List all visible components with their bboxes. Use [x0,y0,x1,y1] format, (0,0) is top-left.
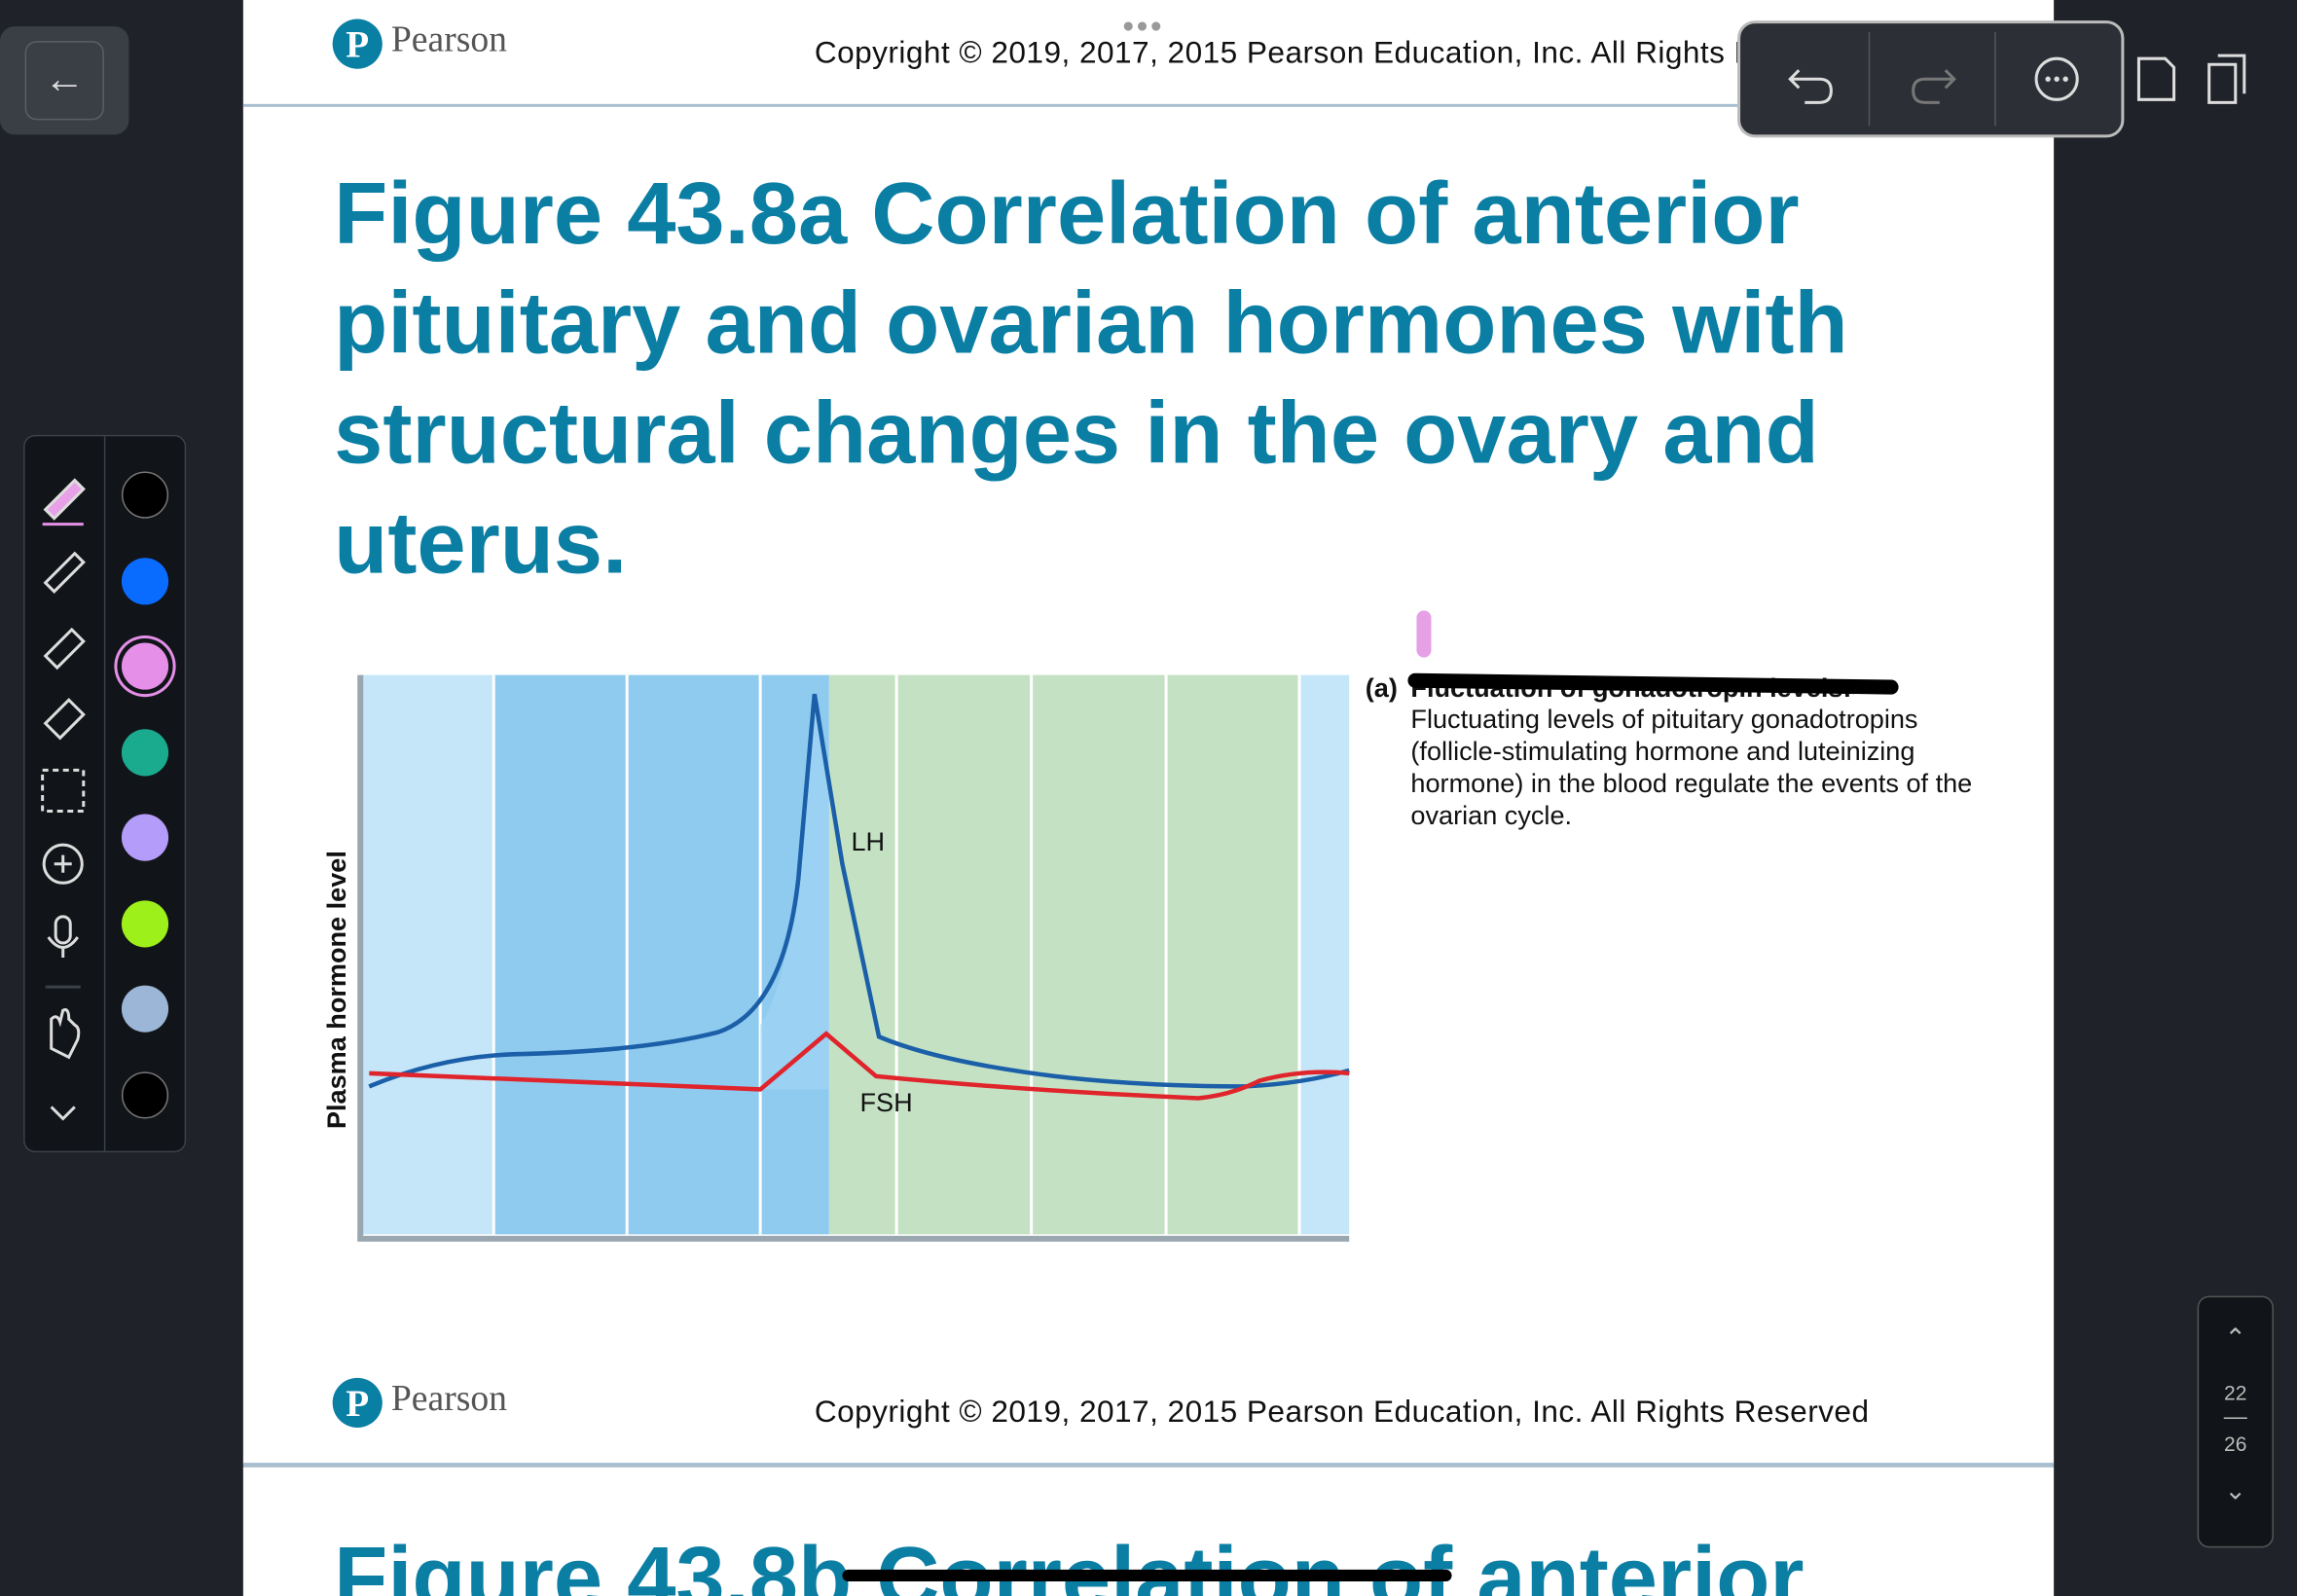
more-tools[interactable] [50,1106,76,1121]
pages-button[interactable] [2207,54,2246,104]
top-icons [2136,54,2246,104]
undo-button[interactable] [1788,69,1833,104]
color-steel[interactable] [121,985,169,1033]
copyright: Copyright © 2019, 2017, 2015 Pearson Edu… [814,1395,1870,1430]
tool-palette [23,434,187,1153]
toolbar-icons [1788,32,2079,127]
y-axis-label: Plasma hormone level [321,851,351,1129]
copyright: Copyright © 2019, 2017, 2015 Pearson Edu… [814,36,1870,71]
color-pink-selected[interactable] [121,642,169,690]
panel-label: (a) [1365,673,1398,704]
pencil-tool[interactable] [43,551,86,594]
caption: Fluctuating levels of pituitary gonadotr… [1410,704,1973,831]
color-black[interactable] [121,471,169,519]
page-up[interactable]: ⌃ [2224,1324,2247,1354]
color-lime[interactable] [121,900,169,948]
page-separator [2223,1417,2247,1419]
add-tool[interactable] [42,843,84,885]
back-button[interactable]: ← [24,41,104,121]
ink-mark [1416,610,1432,658]
slide: Figure 43.8b Correlation of anterior [242,1467,2055,1596]
back-area: ← [0,26,129,135]
page-down[interactable]: ⌄ [2224,1475,2247,1505]
curve-label: FSH [859,1087,912,1117]
slide: P Pearson Copyright © 2019, 2017, 2015 P… [242,0,2055,1465]
tools [41,478,86,1121]
redo-button[interactable] [1912,69,1956,104]
logo-mark: P [332,1377,383,1428]
color-blue[interactable] [121,558,169,605]
more-button[interactable] [2034,56,2079,101]
logo-mark: P [332,18,383,69]
pen-tool[interactable] [43,478,86,521]
ai-button[interactable] [2136,56,2176,101]
mic-tool[interactable] [54,915,72,945]
ink-strike [842,1569,1452,1581]
slide-title: Figure 43.8a Correlation of anterior pit… [334,163,1848,592]
slide-divider [242,1463,2055,1468]
touch-tool[interactable] [50,1008,81,1060]
current-page: 22 [2224,1380,2247,1404]
slide-title: Figure 43.8b Correlation of anterior [334,1528,1805,1596]
figure: LH FSH Plasma hormone level [321,674,1350,1242]
logo: Pearson [390,20,507,60]
color-black-2[interactable] [121,1071,169,1119]
color-lavender[interactable] [121,814,169,861]
eraser-tool[interactable] [43,698,86,741]
divider [103,436,106,1151]
lasso-tool[interactable] [41,768,86,814]
total-pages: 26 [2224,1432,2247,1456]
page-nav: ⌃ 22 26 ⌄ [2197,1295,2274,1548]
curve-label: LH [851,826,885,856]
grabber: ●●● [1121,13,1164,37]
color-teal[interactable] [121,729,169,777]
toolbar [1740,23,2122,135]
logo: Pearson [390,1379,507,1419]
header-rule [242,103,2055,107]
highlighter-tool[interactable] [43,627,86,671]
